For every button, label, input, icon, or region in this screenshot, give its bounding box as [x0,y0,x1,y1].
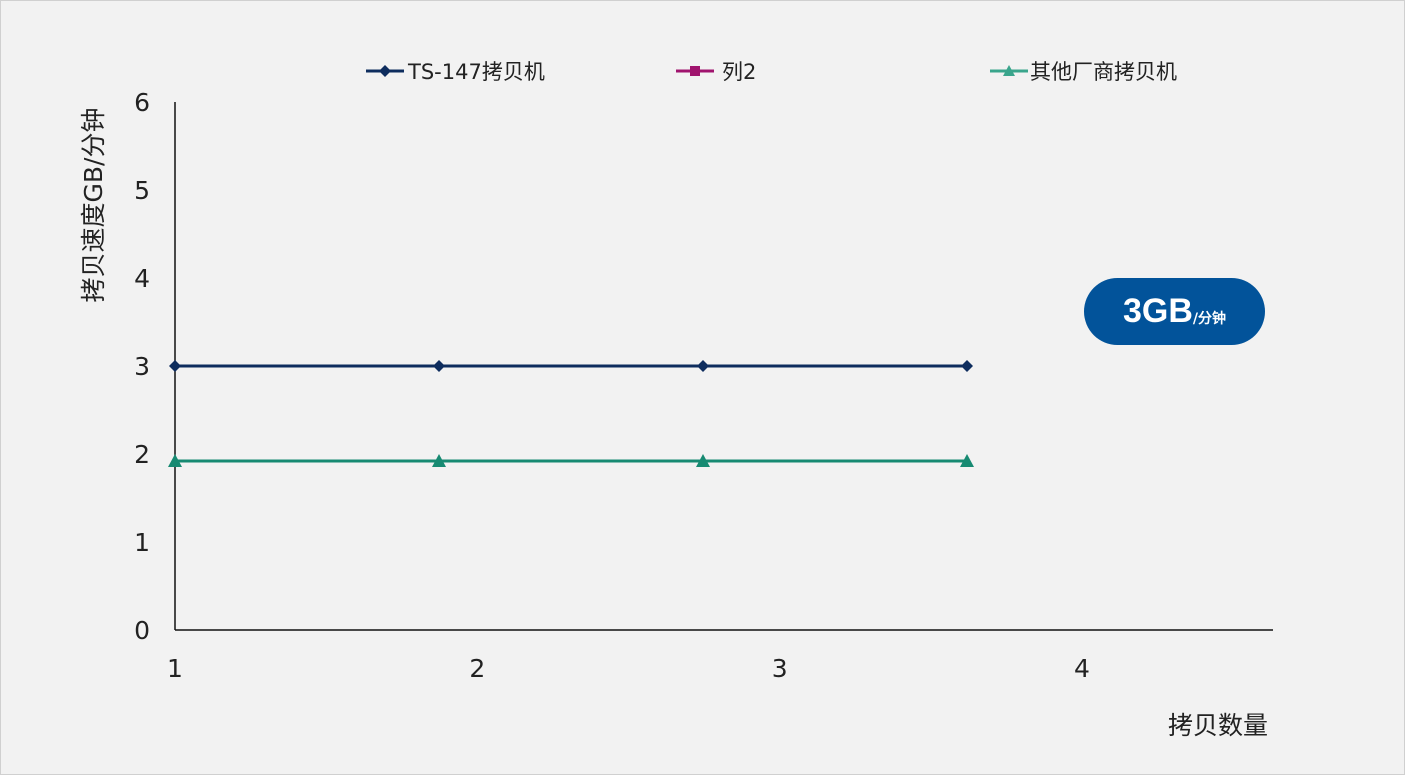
legend-label: 其他厂商拷贝机 [1030,60,1177,84]
x-tick-label: 4 [1074,654,1090,683]
y-tick-label: 5 [134,176,150,205]
y-tick-label: 6 [134,88,150,117]
y-tick-label: 3 [134,352,150,381]
legend-item-ts147: TS-147拷贝机 [366,56,545,86]
data-point-triangle [960,454,974,468]
x-axis-title: 拷贝数量 [1168,711,1269,740]
y-tick-label: 1 [134,528,150,557]
triangle-marker-icon [990,65,1028,76]
legend-label: TS-147拷贝机 [408,60,545,84]
legend-item-other: 其他厂商拷贝机 [990,56,1177,86]
y-tick-label: 2 [134,440,150,469]
x-tick-label: 1 [167,654,183,683]
data-point-diamond [697,360,709,372]
data-point-diamond [169,360,181,372]
y-tick-label: 4 [134,264,150,293]
data-point-triangle [168,454,182,468]
speed-value: 3GB [1122,292,1193,330]
speed-unit: /分钟 [1192,310,1227,327]
data-point-triangle [696,454,710,468]
data-point-triangle [432,454,446,468]
y-tick-label: 0 [134,616,150,645]
speed-badge: 3GB /分钟 [1084,278,1265,345]
legend-label: 列2 [722,60,757,84]
x-tick-label: 3 [772,654,788,683]
square-marker-icon [676,66,714,76]
diamond-marker-icon [366,65,404,77]
data-point-diamond [961,360,973,372]
y-axis-title: 拷贝速度GB/分钟 [79,107,108,303]
x-tick-label: 2 [469,654,485,683]
legend-item-col2: 列2 [676,56,756,86]
data-point-diamond [433,360,445,372]
